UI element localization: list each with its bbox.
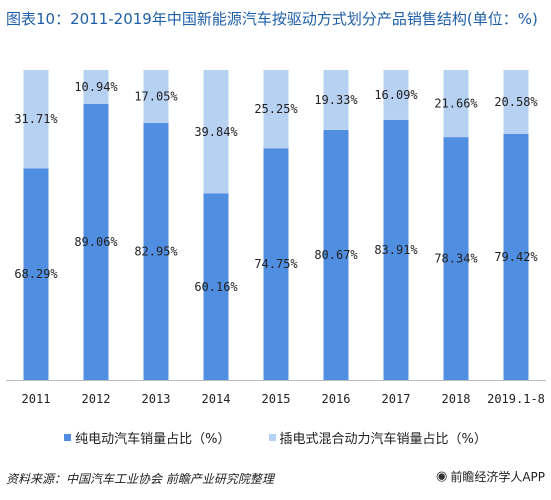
data-label-phev-2017: 16.09% [374,88,418,102]
bar-bev-2017 [383,119,409,381]
bar-bev-2018 [443,137,469,380]
brand-credit: ◉ 前瞻经济学人APP [436,468,545,485]
legend: 纯电动汽车销量占比（%） 插电式混合动力汽车销量占比（%） [0,428,551,447]
bar-phev-2019.1-8 [503,70,529,134]
data-label-bev-2018: 78.34% [434,252,478,266]
legend-item-bev: 纯电动汽车销量占比（%） [64,428,231,447]
data-label-bev-2017: 83.91% [374,243,418,257]
bar-bev-2012 [83,103,109,381]
x-tick-label-2014: 2014 [202,392,231,406]
bar-bev-2019.1-8 [503,133,529,380]
data-label-bev-2015: 74.75% [254,257,298,271]
data-label-bev-2011: 68.29% [14,267,58,281]
x-tick-label-2013: 2013 [142,392,171,406]
data-label-bev-2016: 80.67% [314,248,358,262]
data-label-bev-2014: 60.16% [194,280,238,294]
bar-phev-2015 [263,70,289,149]
bar-bev-2011 [23,168,49,380]
legend-item-phev: 插电式混合动力汽车销量占比（%） [268,428,487,447]
bar-bev-2015 [263,148,289,380]
bar-bev-2013 [143,122,169,381]
legend-swatch-bev [64,434,72,441]
source-note: 资料来源：中国汽车工业协会 前瞻产业研究院整理 [6,472,274,486]
data-label-phev-2011: 31.71% [14,112,58,126]
data-label-phev-2012: 10.94% [74,80,118,94]
chart-title: 图表10：2011-2019年中国新能源汽车按驱动方式划分产品销售结构(单位：%… [6,10,538,28]
legend-swatch-phev [268,434,276,441]
data-label-phev-2018: 21.66% [434,97,478,111]
x-tick-label-2019.1-8: 2019.1-8 [487,392,545,406]
bar-phev-2011 [23,70,49,169]
x-tick-label-2011: 2011 [22,392,51,406]
bar-bev-2016 [323,129,349,380]
legend-label-bev: 纯电动汽车销量占比（%） [75,432,231,447]
data-label-bev-2013: 82.95% [134,244,178,258]
data-label-phev-2013: 17.05% [134,89,178,103]
data-label-phev-2016: 19.33% [314,93,358,107]
data-label-phev-2014: 39.84% [194,125,238,139]
eye-icon: ◉ [435,469,448,484]
data-label-bev-2012: 89.06% [74,235,118,249]
data-label-bev-2019.1-8: 79.42% [494,250,538,264]
x-tick-label-2017: 2017 [382,392,411,406]
data-label-phev-2019.1-8: 20.58% [494,95,538,109]
bar-phev-2014 [203,70,229,194]
bar-phev-2016 [323,70,349,130]
bar-phev-2013 [143,70,169,123]
legend-label-phev: 插电式混合动力汽车销量占比（%） [279,432,487,447]
bar-phev-2012 [83,70,109,104]
bar-phev-2017 [383,70,409,120]
x-tick-label-2015: 2015 [262,392,291,406]
x-tick-label-2016: 2016 [322,392,351,406]
bar-phev-2018 [443,70,469,138]
data-label-phev-2015: 25.25% [254,102,298,116]
bar-bev-2014 [203,193,229,380]
brand-name: 前瞻经济学人APP [450,470,545,484]
x-tick-label-2018: 2018 [442,392,471,406]
x-tick-label-2012: 2012 [82,392,111,406]
